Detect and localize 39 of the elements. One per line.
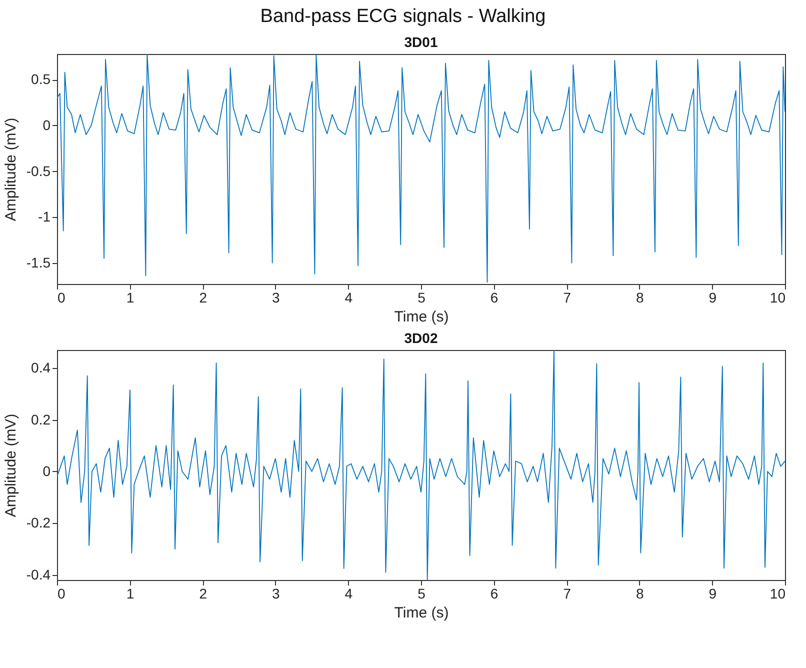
y-tick-label: -0.5 [26,162,51,179]
chart-subtitle: 3D01 [404,34,438,50]
x-tick-label: 8 [636,586,644,602]
y-tick-label: 0.4 [31,360,51,376]
x-tick-label: 2 [199,586,208,602]
x-tick-label: 2 [199,290,208,306]
x-tick-label: 1 [126,586,134,602]
y-tick-label: 0 [42,116,51,133]
x-tick-label: 0 [58,290,66,306]
x-tick-label: 4 [344,290,353,306]
x-tick-label: 9 [708,290,717,306]
y-tick-label: 0 [42,462,51,479]
y-tick-label: 0.2 [31,411,51,428]
y-tick-label: -1 [38,208,51,225]
chart-title: 3D02 [404,330,438,346]
x-axis-title: Time (s) [394,604,449,622]
x-tick-label: 3 [272,290,280,306]
y-axis-title: Amplitude (mV) [2,118,20,222]
x-tick-label: 6 [490,290,498,306]
x-axis-title: Time (s) [394,308,449,326]
x-tick-label: 9 [708,586,717,602]
x-tick-label: 7 [563,290,572,306]
y-tick-label: 0.5 [31,71,51,88]
x-tick-label: 7 [563,586,572,602]
y-axis-title: Amplitude (mV) [2,414,20,518]
x-tick-label: 4 [344,586,353,602]
x-tick-label: 6 [490,586,498,602]
x-tick-label: 10 [770,586,786,602]
y-tick-label: -0.2 [26,514,51,531]
x-tick-label: 3 [272,586,280,602]
x-tick-label: 1 [126,290,134,306]
y-tick-label: -1.5 [26,254,51,270]
x-tick-label: 10 [770,290,786,306]
x-tick-label: 8 [636,290,644,306]
y-tick-label: -0.4 [26,566,51,582]
x-tick-label: 0 [58,586,66,602]
x-tick-label: 5 [418,290,426,306]
x-tick-label: 5 [418,586,426,602]
chart-title: Band-pass ECG signals - Walking [259,5,547,29]
